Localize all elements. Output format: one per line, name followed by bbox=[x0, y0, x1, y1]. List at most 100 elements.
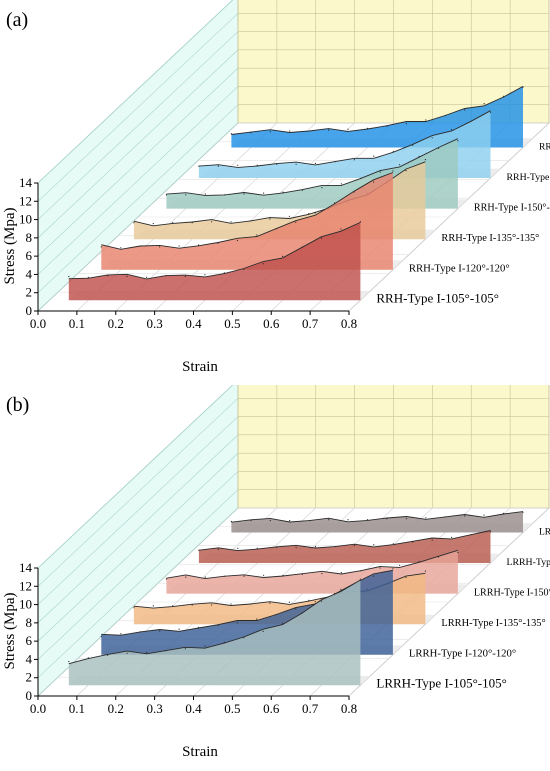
series-point bbox=[334, 546, 336, 548]
series-point bbox=[230, 133, 232, 135]
series-point bbox=[424, 159, 426, 161]
series-point bbox=[289, 130, 291, 132]
series-label: RRH-Type I-165°-165° bbox=[507, 172, 550, 183]
x-tick-label: 0.3 bbox=[146, 701, 162, 716]
series-line bbox=[231, 86, 524, 135]
series-point bbox=[379, 171, 381, 173]
series-point bbox=[269, 602, 271, 604]
x-tick-label: 0.6 bbox=[263, 701, 280, 716]
series-point bbox=[301, 573, 303, 575]
side-grid-line bbox=[37, 13, 239, 202]
series-point bbox=[159, 630, 161, 632]
series-point bbox=[399, 564, 401, 566]
series-point bbox=[353, 545, 355, 547]
series-point bbox=[243, 637, 245, 639]
series-point bbox=[437, 556, 440, 558]
series-line bbox=[166, 138, 459, 196]
chart-b: LRRH-Type I-180°-180° LRRH-Type I-165°-16… bbox=[2, 385, 550, 760]
y-tick-label: 14 bbox=[19, 560, 33, 575]
series-point bbox=[165, 275, 167, 277]
series-point bbox=[152, 223, 154, 225]
y-tick-label: 10 bbox=[19, 597, 32, 612]
series-point bbox=[444, 516, 446, 518]
x-tick-label: 0.0 bbox=[30, 701, 46, 716]
series-point bbox=[379, 567, 381, 569]
series-point bbox=[405, 518, 407, 520]
series-point bbox=[275, 228, 277, 230]
series-point bbox=[133, 607, 135, 609]
series-point bbox=[243, 575, 245, 577]
series-point bbox=[224, 575, 226, 577]
series-point bbox=[282, 574, 284, 576]
series-point bbox=[204, 645, 206, 647]
series-point bbox=[522, 86, 524, 88]
x-tick-label: 0.6 bbox=[263, 316, 280, 331]
series-point bbox=[198, 165, 200, 167]
series-point bbox=[360, 177, 362, 179]
series-point bbox=[321, 187, 323, 189]
chart-a: RRH-Type I-180°-180° RRH-Type I-165°-165°… bbox=[2, 0, 550, 375]
series-point bbox=[217, 165, 219, 167]
series-label: RRH-Type I-180°-180° bbox=[539, 142, 550, 153]
side-grid-line bbox=[37, 398, 239, 587]
series-point bbox=[68, 275, 70, 278]
side-grid-line bbox=[37, 471, 239, 660]
series-point bbox=[165, 194, 167, 196]
series-point bbox=[412, 144, 414, 146]
side-grid-line bbox=[37, 416, 239, 605]
series-point bbox=[204, 193, 206, 195]
series-point bbox=[457, 551, 459, 554]
series-point bbox=[146, 276, 148, 278]
series-point bbox=[359, 578, 361, 580]
series-point bbox=[425, 119, 427, 121]
series-point bbox=[334, 161, 336, 163]
series-label: LRRH-Type I-135°-135° bbox=[441, 618, 545, 629]
side-grid-line bbox=[37, 31, 239, 220]
series-point bbox=[211, 221, 213, 223]
series-5 bbox=[198, 530, 501, 563]
series-point bbox=[224, 194, 226, 196]
series-point bbox=[340, 572, 342, 574]
series-point bbox=[392, 170, 394, 172]
x-tick-label: 0.7 bbox=[302, 316, 319, 331]
series-point bbox=[301, 612, 303, 614]
x-tick-label: 0.5 bbox=[224, 701, 240, 716]
series-point bbox=[412, 541, 414, 543]
side-grid-line bbox=[37, 452, 239, 642]
series-6 bbox=[230, 511, 533, 533]
series-point bbox=[126, 652, 128, 654]
side-grid-line bbox=[37, 385, 234, 569]
series-point bbox=[321, 572, 323, 575]
series-label: RRH-Type I-150°-150° bbox=[474, 203, 550, 214]
x-tick-label: 0.2 bbox=[108, 316, 124, 331]
series-point bbox=[107, 275, 109, 277]
series-point bbox=[502, 95, 505, 97]
series-line bbox=[231, 511, 524, 523]
series-point bbox=[437, 147, 440, 149]
series-point bbox=[236, 622, 238, 624]
y-tick-label: 6 bbox=[26, 633, 33, 648]
series-area bbox=[68, 580, 361, 686]
series-point bbox=[269, 218, 271, 220]
series-point bbox=[282, 191, 284, 193]
series-label: LRRH-Type I-180°-180° bbox=[539, 527, 550, 538]
series-point bbox=[165, 578, 167, 580]
series-point bbox=[373, 155, 375, 157]
series-point bbox=[269, 520, 271, 522]
series-point bbox=[87, 276, 89, 278]
series-group bbox=[68, 86, 533, 301]
series-area bbox=[198, 530, 491, 563]
series-point bbox=[249, 220, 252, 222]
series-group bbox=[68, 511, 533, 686]
series-label: LRRH-Type I-105°-105° bbox=[376, 675, 506, 690]
y-tick-label: 4 bbox=[26, 266, 33, 281]
series-point bbox=[359, 221, 361, 223]
series-point bbox=[282, 255, 284, 257]
series-area bbox=[68, 222, 361, 301]
series-point bbox=[243, 268, 245, 270]
series-point bbox=[282, 622, 284, 624]
series-point bbox=[262, 630, 264, 632]
series-label: RRH-Type I-135°-135° bbox=[441, 233, 539, 244]
series-point bbox=[263, 192, 265, 194]
series-point bbox=[236, 239, 238, 242]
